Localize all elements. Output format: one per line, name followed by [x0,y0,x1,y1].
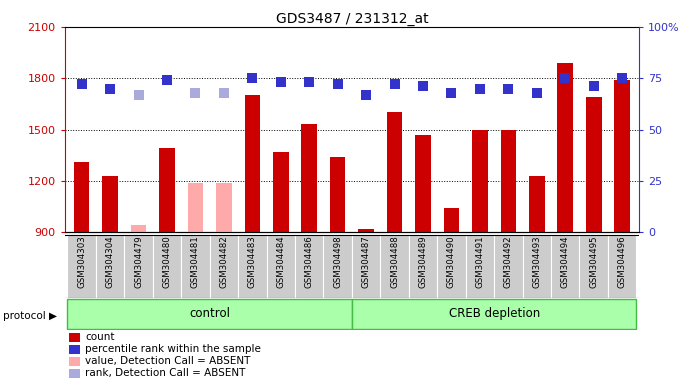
Text: GSM304494: GSM304494 [561,236,570,288]
Bar [295,235,324,298]
Bar [358,229,374,384]
Text: value, Detection Call = ABSENT: value, Detection Call = ABSENT [85,356,251,366]
Bar [443,209,459,384]
Bar [551,235,579,298]
Bar [267,235,295,298]
Text: GSM304303: GSM304303 [77,236,86,288]
Bar [124,235,153,298]
Text: percentile rank within the sample: percentile rank within the sample [85,344,261,354]
Text: GSM304496: GSM304496 [617,236,627,288]
Bar [579,235,608,298]
Text: GSM304483: GSM304483 [248,236,257,288]
Bar [69,357,80,366]
Text: CREB depletion: CREB depletion [449,308,540,320]
Point [333,81,343,88]
Point [162,77,173,83]
Bar [216,183,232,384]
Point [304,79,315,85]
Bar [69,333,80,342]
Bar [500,129,516,384]
Bar [586,97,602,384]
Bar [102,176,118,384]
Text: GSM304482: GSM304482 [220,236,228,288]
Bar [380,235,409,298]
Text: GSM304484: GSM304484 [276,236,286,288]
Text: GSM304480: GSM304480 [163,236,171,288]
Text: GSM304486: GSM304486 [305,236,313,288]
Text: GSM304304: GSM304304 [105,236,115,288]
Point [105,85,116,91]
Point [446,89,457,96]
Bar [415,135,431,384]
Bar [529,176,545,384]
Point [531,89,542,96]
Point [503,85,514,91]
Bar [69,369,80,377]
Bar [387,113,403,384]
Text: count: count [85,332,115,342]
Point [190,89,201,96]
Bar [522,235,551,298]
Text: GSM304492: GSM304492 [504,236,513,288]
Text: GSM304493: GSM304493 [532,236,541,288]
Text: GSM304495: GSM304495 [589,236,598,288]
Text: GSM304487: GSM304487 [362,236,371,288]
Bar [209,235,238,298]
Bar [67,299,352,329]
Point [133,92,144,98]
Point [560,75,571,81]
Point [218,89,229,96]
Bar [153,235,182,298]
Bar [409,235,437,298]
Point [247,75,258,81]
Bar [324,235,352,298]
Bar [352,299,636,329]
Bar [301,124,317,384]
Bar [245,95,260,384]
Bar [273,152,288,384]
Bar [330,157,345,384]
Bar [159,149,175,384]
Bar [131,225,146,384]
Bar [188,183,203,384]
Text: rank, Detection Call = ABSENT: rank, Detection Call = ABSENT [85,368,245,378]
Point [588,83,599,89]
Text: GSM304490: GSM304490 [447,236,456,288]
Bar [182,235,209,298]
Text: GSM304479: GSM304479 [134,236,143,288]
Point [360,92,371,98]
Point [475,85,486,91]
Point [418,83,428,89]
Text: GSM304488: GSM304488 [390,236,399,288]
Text: GSM304489: GSM304489 [418,236,428,288]
Bar [352,235,380,298]
Point [76,81,87,88]
Text: GSM304481: GSM304481 [191,236,200,288]
Bar [608,235,636,298]
Bar [466,235,494,298]
Text: protocol ▶: protocol ▶ [3,311,57,321]
Bar [494,235,522,298]
Bar [558,63,573,384]
Bar [614,80,630,384]
Bar [238,235,267,298]
Bar [69,345,80,354]
Text: GSM304491: GSM304491 [475,236,484,288]
Point [275,79,286,85]
Bar [74,162,90,384]
Point [617,75,628,81]
Text: control: control [189,308,230,320]
Bar [472,129,488,384]
Text: GSM304498: GSM304498 [333,236,342,288]
Title: GDS3487 / 231312_at: GDS3487 / 231312_at [275,12,428,26]
Bar [96,235,124,298]
Point [389,81,400,88]
Bar [67,235,96,298]
Bar [437,235,466,298]
